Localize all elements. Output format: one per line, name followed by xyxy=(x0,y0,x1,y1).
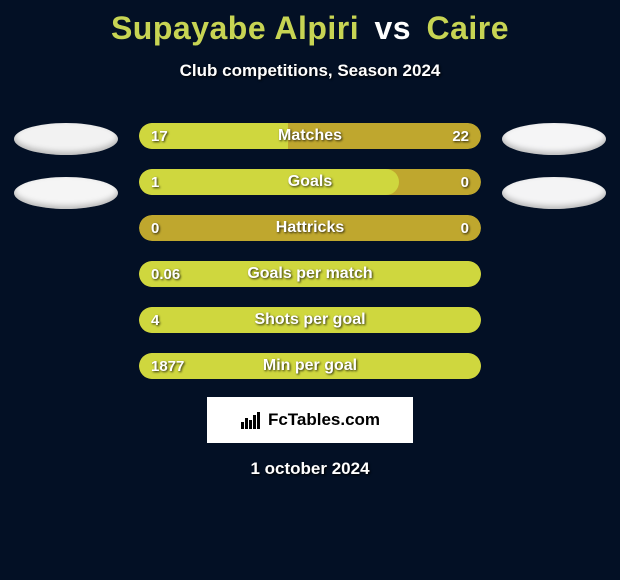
left-player-col xyxy=(11,123,121,209)
stat-bar: Matches 17 22 xyxy=(139,123,481,149)
stat-value-left: 0.06 xyxy=(151,266,180,283)
title-right: Caire xyxy=(426,10,509,46)
footer-date: 1 october 2024 xyxy=(0,459,620,479)
stat-label: Goals per match xyxy=(247,265,372,283)
stat-value-left: 1 xyxy=(151,174,159,191)
stats-bars-col: Matches 17 22 Goals 1 0 Hattricks 0 0 Goals per m… xyxy=(139,123,481,379)
stat-value-right: 22 xyxy=(452,128,469,145)
stat-label: Matches xyxy=(278,127,342,145)
player-left-ellipse-2 xyxy=(14,177,118,209)
stat-bar: Goals per match 0.06 xyxy=(139,261,481,287)
stat-bar: Min per goal 1877 xyxy=(139,353,481,379)
title-vs: vs xyxy=(375,10,412,46)
player-right-ellipse-2 xyxy=(502,177,606,209)
stat-label: Hattricks xyxy=(276,219,344,237)
stat-value-right: 0 xyxy=(461,174,469,191)
right-player-col xyxy=(499,123,609,209)
stat-label: Min per goal xyxy=(263,357,357,375)
stat-label: Goals xyxy=(288,173,332,191)
player-right-ellipse-1 xyxy=(502,123,606,155)
stat-label: Shots per goal xyxy=(254,311,365,329)
page-title: Supayabe Alpiri vs Caire xyxy=(0,0,620,47)
player-left-ellipse-1 xyxy=(14,123,118,155)
bar-chart-icon xyxy=(240,410,262,430)
brand-text: FcTables.com xyxy=(268,410,380,430)
subtitle: Club competitions, Season 2024 xyxy=(0,61,620,81)
stat-value-left: 17 xyxy=(151,128,168,145)
stat-value-right: 0 xyxy=(461,220,469,237)
stat-bar: Hattricks 0 0 xyxy=(139,215,481,241)
stat-value-left: 4 xyxy=(151,312,159,329)
content-row: Matches 17 22 Goals 1 0 Hattricks 0 0 Goals per m… xyxy=(0,123,620,379)
stat-bar: Shots per goal 4 xyxy=(139,307,481,333)
title-left: Supayabe Alpiri xyxy=(111,10,359,46)
brand-box[interactable]: FcTables.com xyxy=(207,397,413,443)
stat-value-left: 0 xyxy=(151,220,159,237)
stat-value-left: 1877 xyxy=(151,358,184,375)
stat-bar: Goals 1 0 xyxy=(139,169,481,195)
